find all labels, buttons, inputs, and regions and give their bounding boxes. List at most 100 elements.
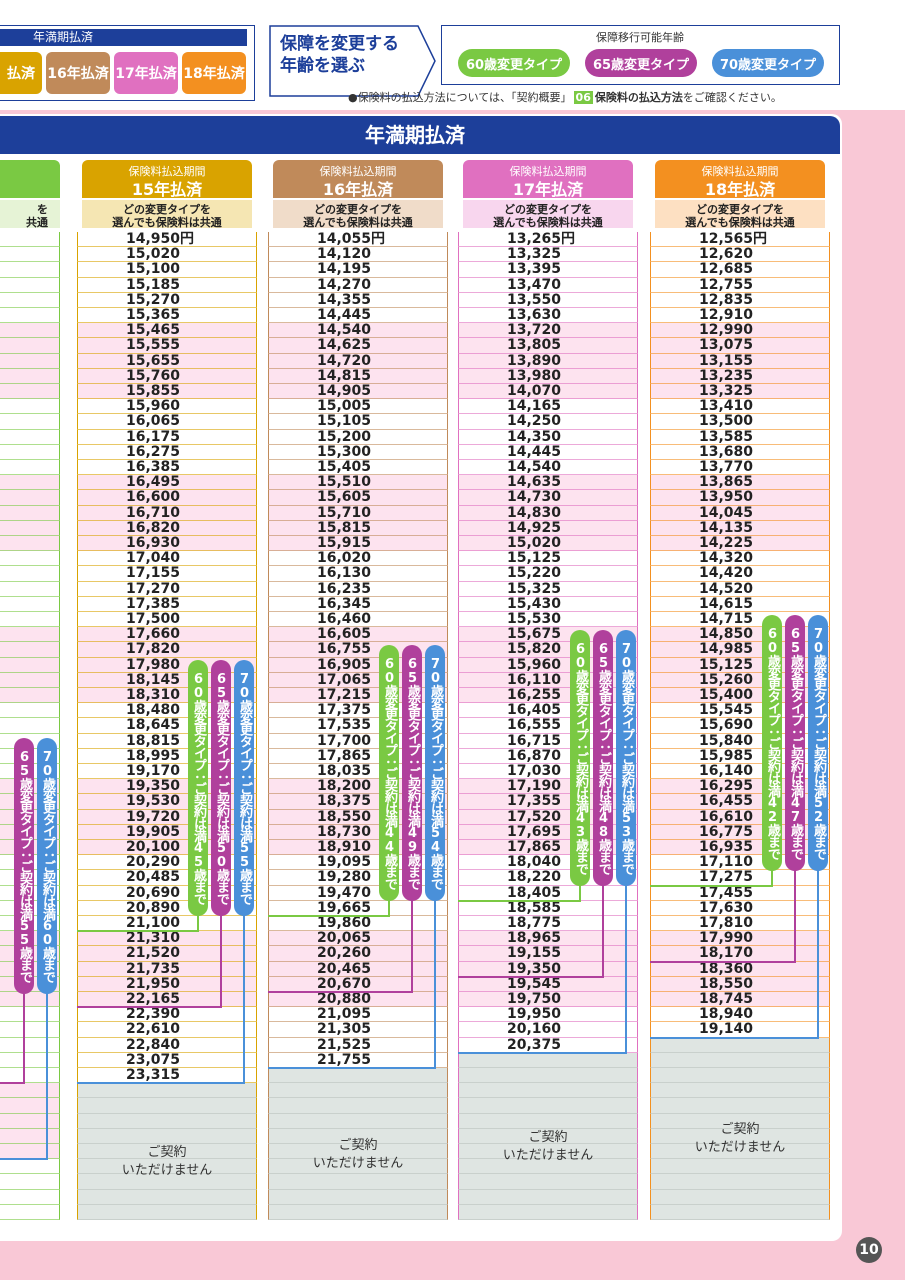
connector <box>46 988 48 1160</box>
premium-cell: 19,860 <box>268 916 448 932</box>
column-subheader <box>273 200 443 228</box>
premium-cell: 14,625 <box>268 338 448 354</box>
premium-cell: 13,630 <box>458 308 638 324</box>
note-text: ●保険料の払込方法については、「契約概要」 <box>348 91 572 104</box>
premium-cell: 15,185 <box>77 278 257 293</box>
panel-title: 年満期払済 <box>0 29 247 46</box>
subheader-line: どの変更タイプを <box>696 203 784 216</box>
premium-cell: 13,235 <box>650 369 830 384</box>
row <box>0 368 60 384</box>
type-pill: 60歳変更タイプ：ご契約は満43歳まで <box>570 630 590 886</box>
premium-cell: 16,460 <box>268 612 448 628</box>
type-pill: 65歳変更タイプ：ご契約は満50歳まで <box>211 660 231 916</box>
premium-cell: 15,020 <box>77 247 257 263</box>
premium-cell: 12,910 <box>650 308 830 324</box>
premium-cell: 20,465 <box>268 962 448 977</box>
row <box>0 1083 60 1099</box>
premium-cell: 22,610 <box>77 1022 257 1038</box>
period: 17年払済 <box>512 180 584 199</box>
row <box>650 1052 830 1068</box>
button[interactable]: 16年払済 <box>46 52 110 94</box>
premium-cell: 19,350 <box>458 962 638 977</box>
row <box>0 1022 60 1038</box>
premium-cell: 18,550 <box>650 977 830 992</box>
row <box>0 460 60 476</box>
row <box>0 384 60 400</box>
row <box>268 1098 448 1114</box>
row <box>458 1098 638 1114</box>
premium-cell: 16,600 <box>77 490 257 506</box>
button[interactable]: 18年払済 <box>182 52 246 94</box>
row <box>0 399 60 415</box>
premium-cell: 17,455 <box>650 886 830 901</box>
premium-cell: 16,385 <box>77 460 257 476</box>
premium-cell: 19,750 <box>458 992 638 1008</box>
connector <box>434 895 436 1068</box>
row <box>0 581 60 597</box>
premium-cell: 19,545 <box>458 977 638 992</box>
type-pill: 70歳変更タイプ：ご契約は満60歳まで <box>37 738 57 994</box>
premium-cell: 14,070 <box>458 384 638 400</box>
row <box>458 1189 638 1205</box>
premium-cell: 13,890 <box>458 354 638 369</box>
premium-cell: 13,865 <box>650 475 830 491</box>
premium-cell: 14,635 <box>458 475 638 491</box>
connector <box>650 960 796 963</box>
premium-cell: 12,990 <box>650 323 830 339</box>
row <box>458 1068 638 1084</box>
connector <box>625 880 627 1053</box>
premium-cell: 21,310 <box>77 931 257 947</box>
premium-cell: 14,420 <box>650 566 830 582</box>
premium-cell: 16,130 <box>268 566 448 582</box>
premium-cell: 14,355 <box>268 293 448 308</box>
premium-cell: 12,755 <box>650 278 830 293</box>
premium-cell: 13,325 <box>650 384 830 400</box>
premium-cell: 14,165 <box>458 399 638 415</box>
premium-cell: 17,155 <box>77 566 257 582</box>
row <box>0 1144 60 1160</box>
row <box>0 490 60 506</box>
premium-cell: 14,950円 <box>77 232 257 248</box>
row <box>268 1159 448 1175</box>
premium-cell: 13,720 <box>458 323 638 339</box>
row <box>0 718 60 734</box>
column-header <box>463 160 633 198</box>
type-pill: 70歳変更タイプ：ご契約は満55歳まで <box>234 660 254 916</box>
premium-cell: 17,820 <box>77 642 257 658</box>
premium-cell: 21,950 <box>77 977 257 992</box>
row <box>458 1052 638 1068</box>
row <box>0 1098 60 1114</box>
premium-cell: 14,720 <box>268 354 448 369</box>
type-pill: 65歳変更タイプ：ご契約は満47歳まで <box>785 615 805 871</box>
button[interactable]: 払済 <box>0 52 42 94</box>
row <box>0 1159 60 1175</box>
row <box>268 1128 448 1144</box>
row <box>650 1037 830 1053</box>
legend-item: 65歳変更タイプ <box>585 49 697 77</box>
row <box>77 1144 257 1160</box>
premium-cell: 23,315 <box>77 1068 257 1084</box>
button[interactable]: 17年払済 <box>114 52 178 94</box>
premium-cell: 15,815 <box>268 521 448 536</box>
column-header <box>82 160 252 198</box>
premium-cell: 21,755 <box>268 1053 448 1068</box>
row <box>77 1174 257 1190</box>
connector <box>411 895 413 992</box>
row <box>0 612 60 628</box>
premium-cell: 20,065 <box>268 931 448 947</box>
premium-cell: 13,770 <box>650 460 830 476</box>
connector <box>0 1082 25 1085</box>
premium-cell: 19,140 <box>650 1022 830 1038</box>
row <box>0 1068 60 1084</box>
premium-cell: 16,065 <box>77 414 257 430</box>
note: ●保険料の払込方法については、「契約概要」 06 保険料の払込方法をご確認ください。 <box>348 89 782 105</box>
row <box>458 1128 638 1144</box>
row <box>77 1113 257 1129</box>
row <box>0 1037 60 1053</box>
connector <box>817 865 819 1038</box>
page-number: 10 <box>856 1237 882 1263</box>
connector <box>458 899 581 902</box>
row <box>0 703 60 719</box>
premium-cell: 18,745 <box>650 992 830 1008</box>
row <box>77 1204 257 1220</box>
